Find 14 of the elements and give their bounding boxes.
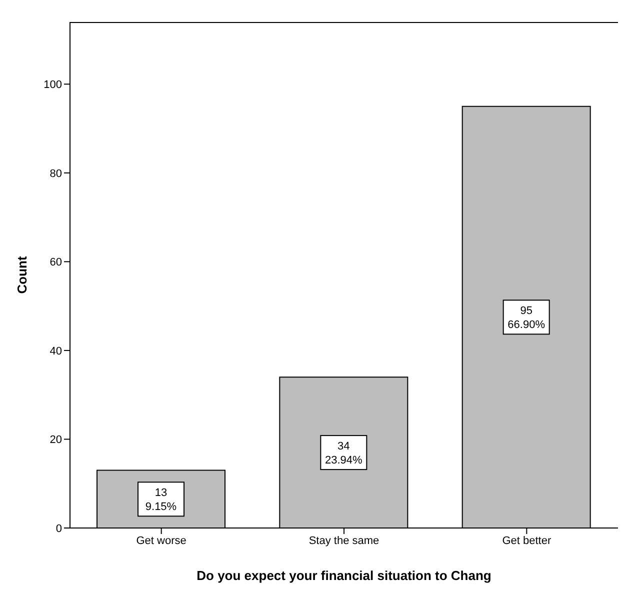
y-tick-label: 20 (50, 434, 62, 446)
x-tick-label: Stay the same (308, 534, 380, 547)
y-tick-label: 80 (50, 168, 62, 180)
x-tick-label: Get worse (136, 534, 186, 547)
y-tick-label: 40 (50, 345, 62, 358)
x-tick-label: Get better (502, 534, 552, 547)
data-label: 95 66.90% (508, 305, 546, 332)
y-tick-label: 60 (50, 256, 62, 269)
x-axis-title: Do you expect your financial situation to Chang (196, 568, 492, 583)
data-label: 34 23.94% (325, 440, 363, 467)
data-label: 13 9.15% (145, 487, 177, 514)
y-axis-title: Count (14, 256, 30, 294)
y-tick-label: 100 (44, 79, 62, 92)
y-tick-label: 0 (56, 522, 62, 535)
